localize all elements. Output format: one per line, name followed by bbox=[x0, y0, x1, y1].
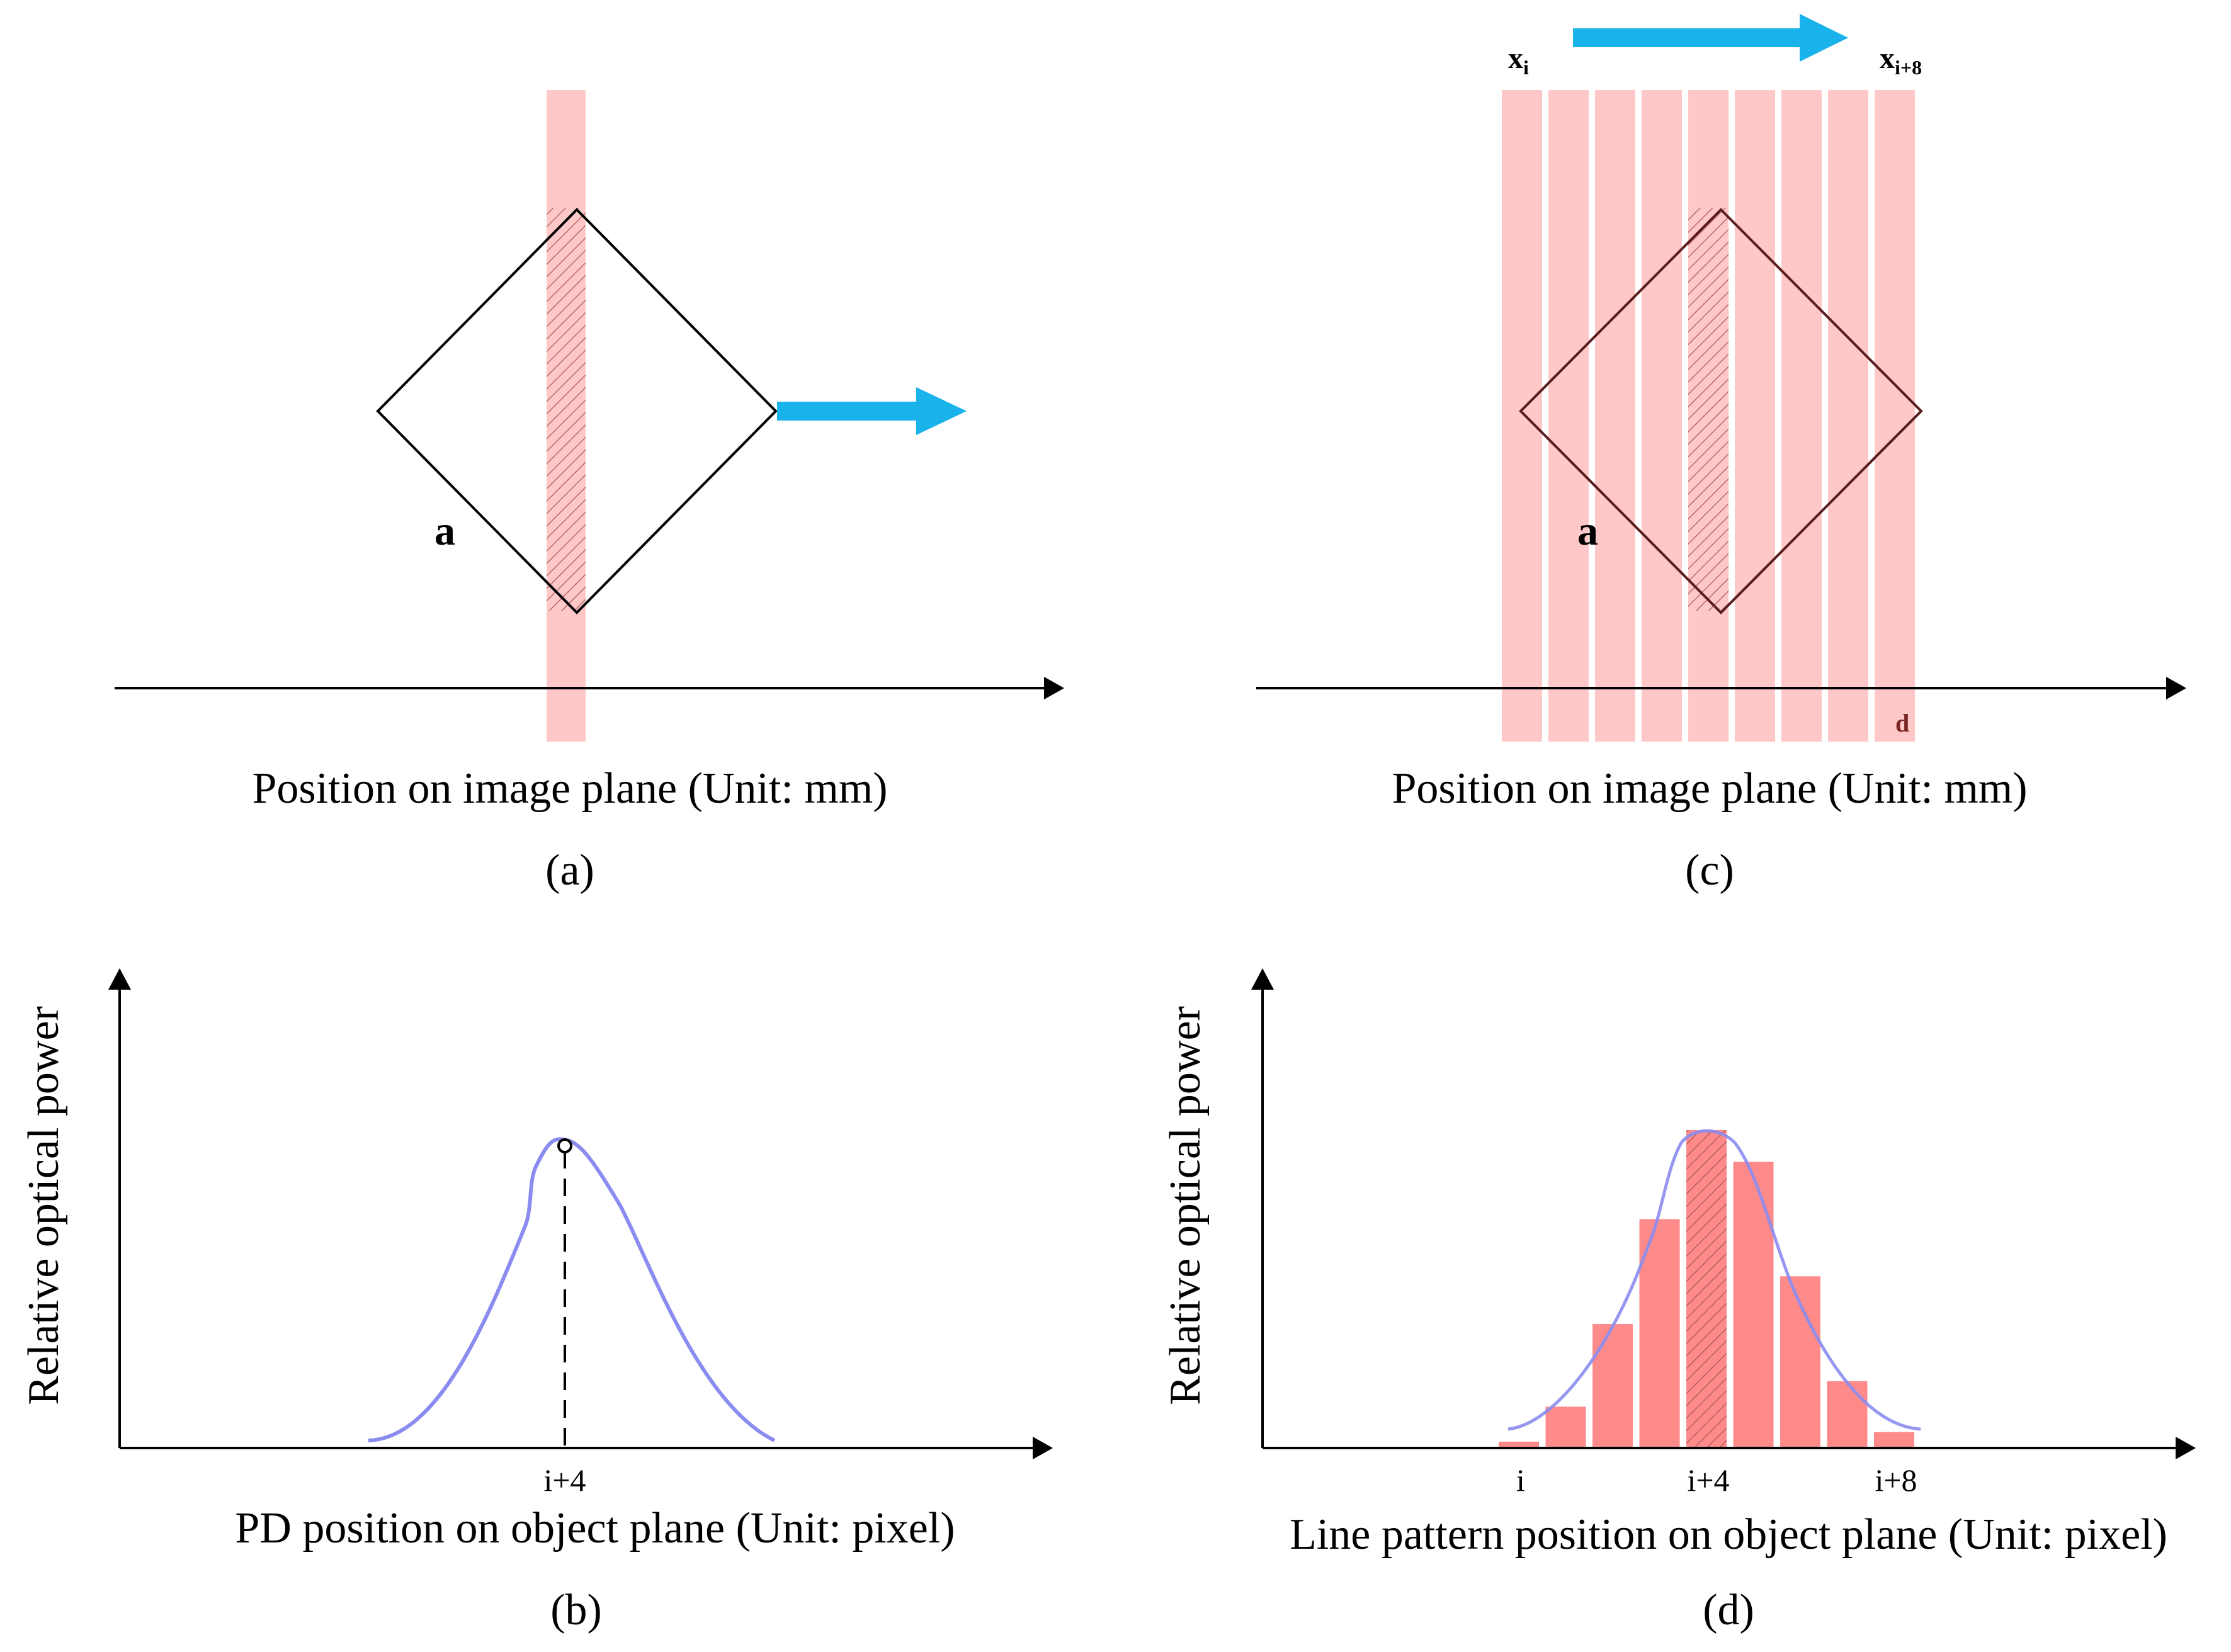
x-axis-arrow-icon bbox=[2176, 1437, 2196, 1459]
tick-label: i+4 bbox=[1687, 1462, 1729, 1498]
end-position-label: xi+8 bbox=[1880, 42, 1922, 79]
panel-b: Relative optical power i+4 PD position o… bbox=[20, 968, 1053, 1634]
axis-caption: Position on image plane (Unit: mm) bbox=[252, 764, 887, 813]
stripe bbox=[1781, 90, 1822, 742]
stripe-width-label: d bbox=[1895, 709, 1909, 737]
stripe bbox=[1595, 90, 1635, 742]
peak-bar-hatch bbox=[1686, 1130, 1727, 1448]
overlap-hatch bbox=[547, 208, 586, 611]
response-curve bbox=[368, 1137, 776, 1442]
tick-label: i+8 bbox=[1875, 1462, 1917, 1498]
bar-series bbox=[1499, 1130, 1914, 1448]
y-axis-arrow-icon bbox=[108, 968, 131, 990]
y-axis-arrow-icon bbox=[1251, 968, 1274, 990]
axis-caption: PD position on object plane (Unit: pixel… bbox=[235, 1504, 955, 1553]
response-curve bbox=[1507, 1129, 1921, 1431]
side-label: a bbox=[1577, 508, 1598, 554]
stripe bbox=[1735, 90, 1775, 742]
start-position-label: xi bbox=[1508, 42, 1529, 79]
bar bbox=[1874, 1432, 1914, 1448]
x-axis-arrow-icon bbox=[2166, 677, 2186, 699]
motion-arrow-icon bbox=[1573, 14, 1848, 62]
tick-label: i bbox=[1516, 1462, 1525, 1498]
panel-label: (d) bbox=[1703, 1586, 1754, 1634]
panel-c: xi xi+8 d a Position on image plane (Uni… bbox=[1256, 14, 2186, 895]
panel-d: Relative optical power i i+4 i+8 Line pa… bbox=[1161, 968, 2196, 1634]
stripe bbox=[1502, 90, 1542, 742]
diamond-pixel bbox=[1519, 208, 1923, 614]
y-axis-label: Relative optical power bbox=[20, 1006, 68, 1405]
axis-caption: Line pattern position on object plane (U… bbox=[1290, 1510, 2167, 1559]
bar bbox=[1545, 1406, 1586, 1448]
stripe bbox=[1875, 90, 1915, 742]
x-axis-arrow-icon bbox=[1044, 677, 1064, 699]
stripe bbox=[1548, 90, 1589, 742]
panel-label: (a) bbox=[545, 846, 594, 895]
panel-label: (b) bbox=[550, 1586, 602, 1634]
diamond-pixel bbox=[376, 208, 778, 614]
y-axis-label: Relative optical power bbox=[1161, 1006, 1210, 1405]
bar bbox=[1827, 1381, 1868, 1448]
bar bbox=[1592, 1324, 1633, 1448]
bar bbox=[1499, 1441, 1539, 1448]
panel-label: (c) bbox=[1685, 846, 1734, 895]
tick-label: i+4 bbox=[543, 1462, 586, 1498]
x-axis-arrow-icon bbox=[1033, 1437, 1053, 1459]
overlap-hatch bbox=[1688, 208, 1729, 611]
motion-arrow-icon bbox=[777, 387, 967, 435]
bar bbox=[1639, 1219, 1680, 1448]
bar bbox=[1733, 1162, 1774, 1448]
panel-a: a Position on image plane (Unit: mm) (a) bbox=[115, 90, 1064, 895]
stripe bbox=[1642, 90, 1682, 742]
peak-marker bbox=[557, 1138, 572, 1153]
axis-caption: Position on image plane (Unit: mm) bbox=[1392, 764, 2027, 813]
side-label: a bbox=[434, 508, 455, 554]
stripe bbox=[1828, 90, 1868, 742]
